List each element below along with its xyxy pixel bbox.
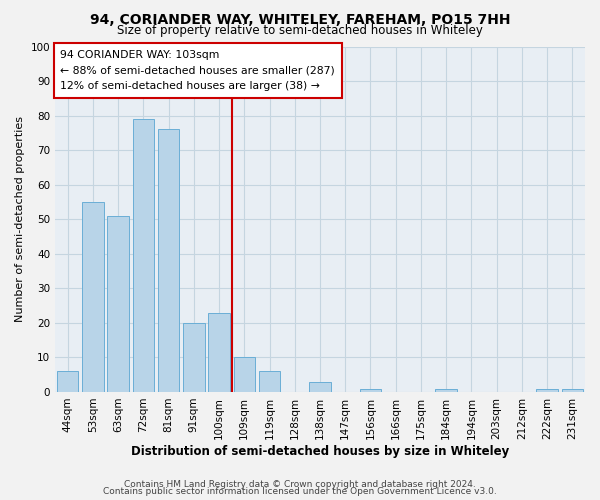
Y-axis label: Number of semi-detached properties: Number of semi-detached properties (15, 116, 25, 322)
Bar (309, 382, 331, 392)
Bar (82, 202, 104, 392)
Bar (208, 312, 230, 392)
Bar (360, 388, 381, 392)
Bar (233, 358, 255, 392)
Text: Contains HM Land Registry data © Crown copyright and database right 2024.: Contains HM Land Registry data © Crown c… (124, 480, 476, 489)
Bar (536, 388, 558, 392)
Bar (107, 216, 129, 392)
Text: 94, CORIANDER WAY, WHITELEY, FAREHAM, PO15 7HH: 94, CORIANDER WAY, WHITELEY, FAREHAM, PO… (90, 12, 510, 26)
Text: Size of property relative to semi-detached houses in Whiteley: Size of property relative to semi-detach… (117, 24, 483, 37)
Bar (133, 119, 154, 392)
Text: Contains public sector information licensed under the Open Government Licence v3: Contains public sector information licen… (103, 488, 497, 496)
Text: 94 CORIANDER WAY: 103sqm
← 88% of semi-detached houses are smaller (287)
12% of : 94 CORIANDER WAY: 103sqm ← 88% of semi-d… (61, 50, 335, 91)
Bar (57, 371, 79, 392)
Bar (183, 323, 205, 392)
Bar (562, 388, 583, 392)
Bar (158, 130, 179, 392)
Bar (436, 388, 457, 392)
Bar (259, 371, 280, 392)
X-axis label: Distribution of semi-detached houses by size in Whiteley: Distribution of semi-detached houses by … (131, 444, 509, 458)
